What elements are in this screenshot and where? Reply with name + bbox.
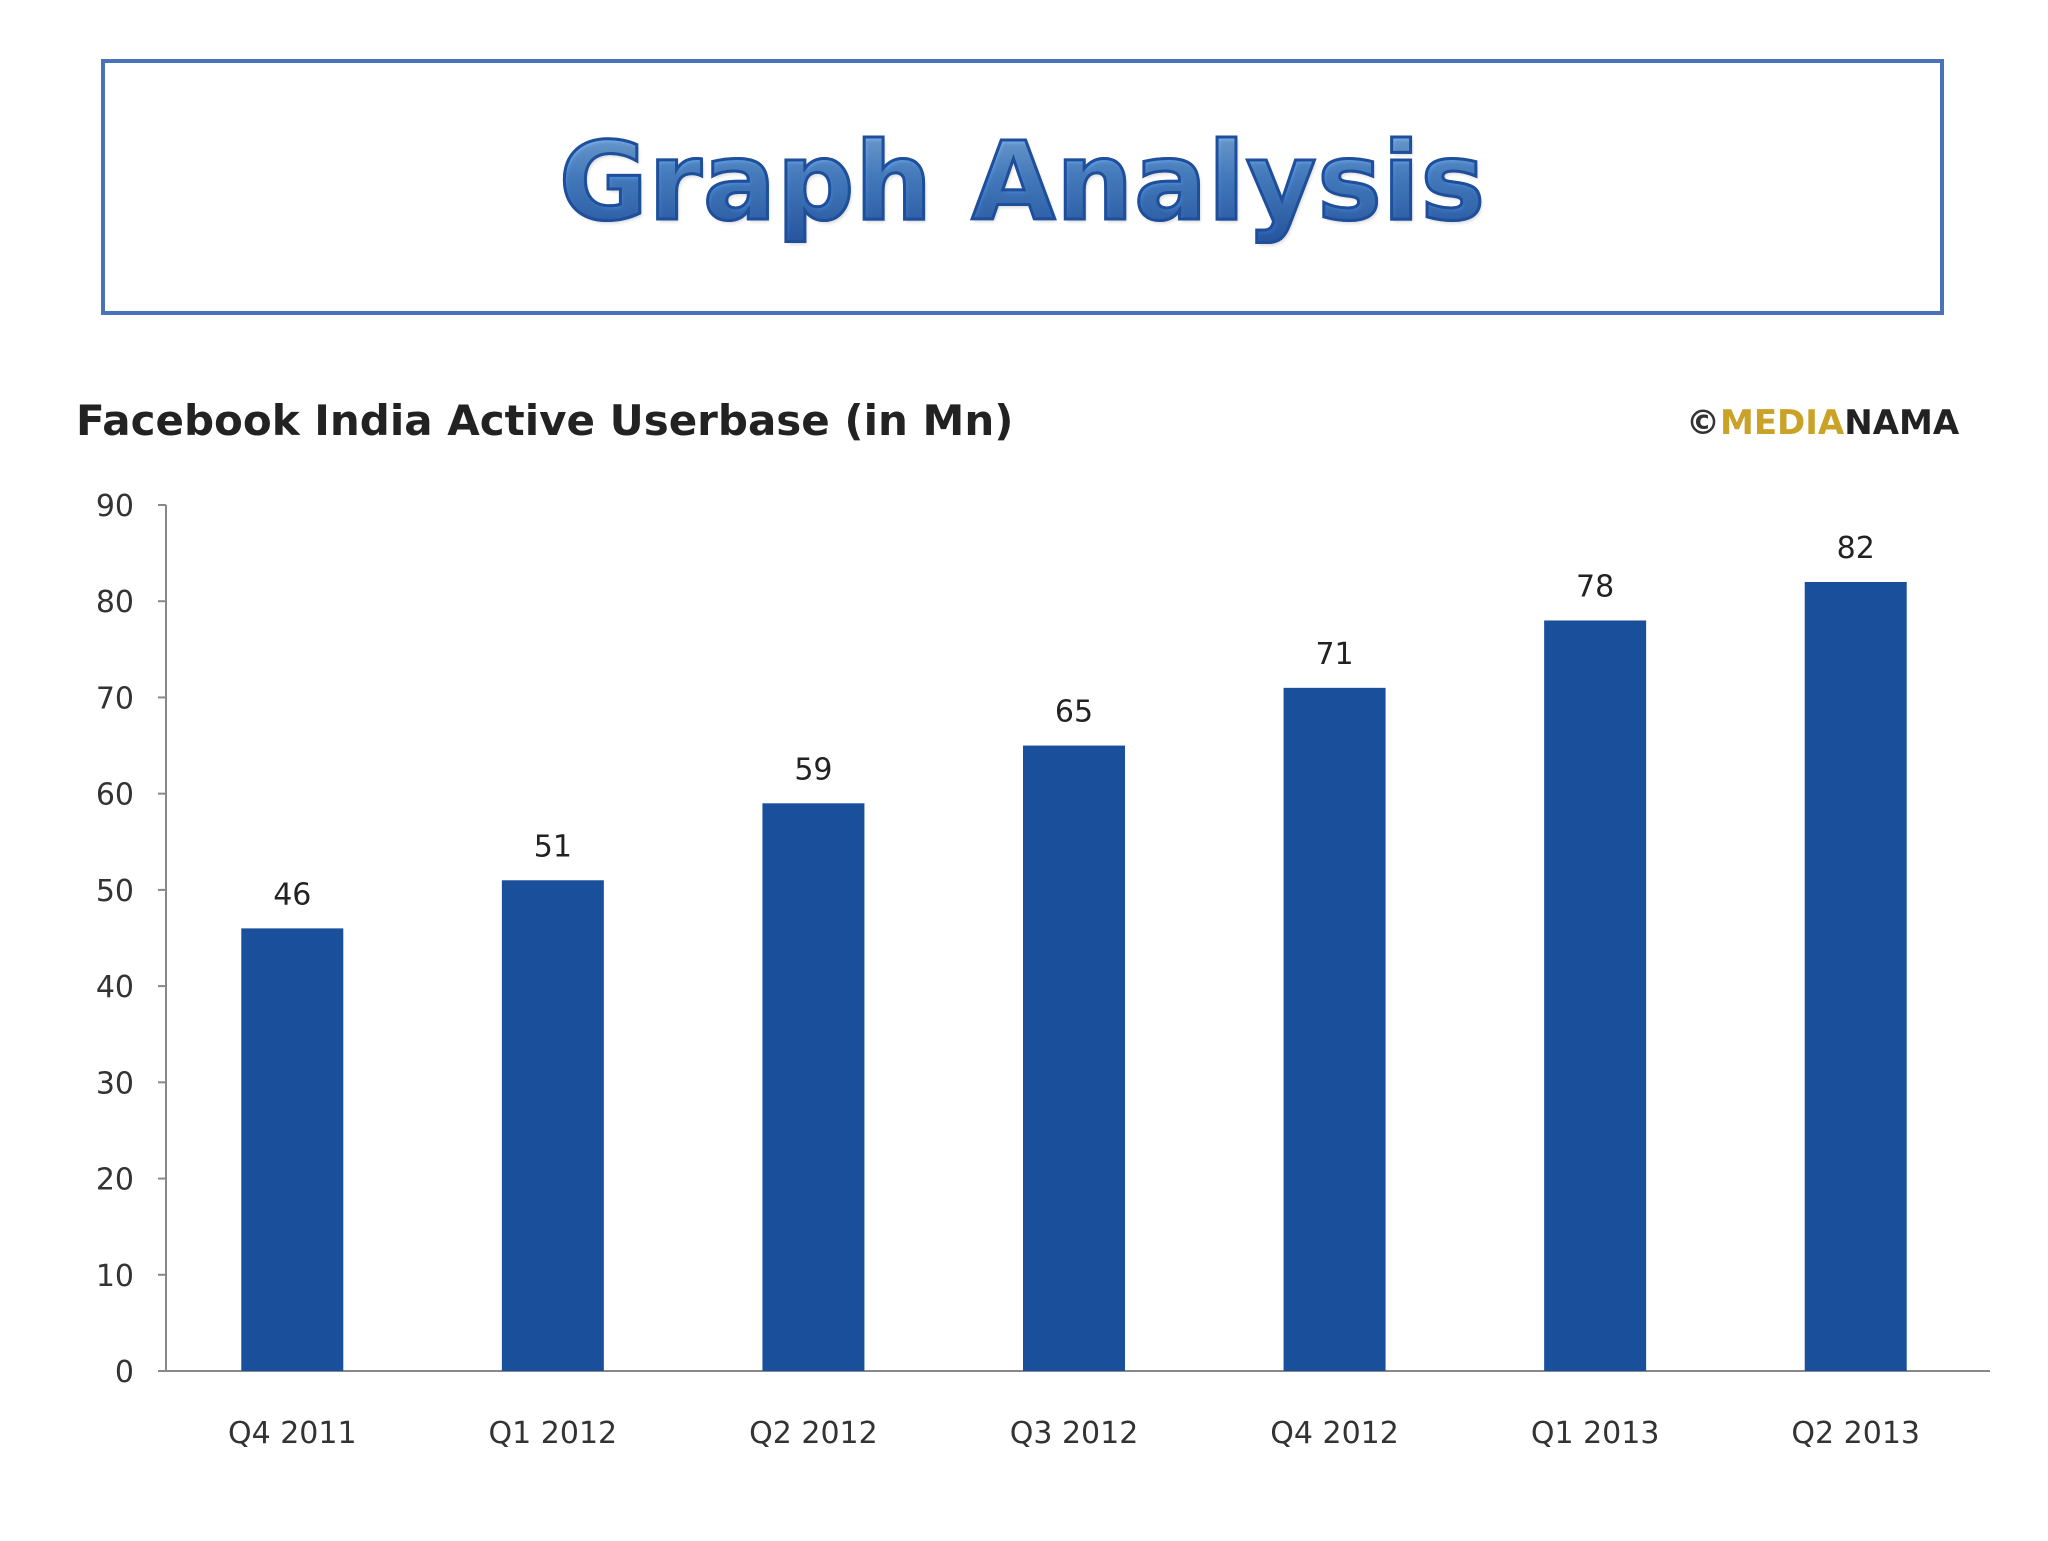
chart-title: Facebook India Active Userbase (in Mn) — [76, 396, 1013, 445]
bar-q4-2012 — [1283, 687, 1386, 1371]
bar-q4-2011 — [241, 928, 344, 1371]
x-tick-label: Q2 2012 — [749, 1416, 878, 1451]
chart-area: Facebook India Active Userbase (in Mn) ©… — [0, 360, 2048, 1536]
watermark: ©MEDIANAMA — [1686, 403, 1960, 443]
data-label: 71 — [1315, 637, 1353, 672]
watermark-nama: NAMA — [1844, 403, 1960, 443]
bar-q1-2013 — [1544, 620, 1647, 1371]
bar-q2-2012 — [762, 803, 865, 1371]
data-label: 51 — [534, 829, 572, 864]
x-tick-label: Q3 2012 — [1010, 1416, 1139, 1451]
bar-chart: Facebook India Active Userbase (in Mn) ©… — [76, 396, 1990, 1451]
bar-q3-2012 — [1023, 745, 1125, 1371]
x-tick-label: Q4 2012 — [1270, 1416, 1399, 1451]
y-tick-label: 70 — [96, 681, 134, 716]
x-tick-label: Q1 2013 — [1531, 1416, 1660, 1451]
bar-q1-2012 — [501, 880, 604, 1371]
data-label: 78 — [1576, 569, 1614, 604]
x-tick-label: Q4 2011 — [228, 1416, 357, 1451]
y-tick-label: 50 — [96, 874, 134, 909]
copyright-symbol: © — [1686, 403, 1720, 443]
watermark-media: MEDIA — [1720, 403, 1845, 443]
y-tick-label: 20 — [96, 1163, 134, 1198]
data-label: 65 — [1055, 695, 1093, 730]
y-tick-label: 10 — [96, 1259, 134, 1294]
y-tick-label: 30 — [96, 1066, 134, 1101]
y-tick-label: 40 — [96, 970, 134, 1005]
y-tick-label: 60 — [96, 778, 134, 813]
data-label: 59 — [794, 752, 832, 787]
chart-axes: 0 10 20 30 40 50 60 70 80 90 — [96, 489, 1990, 1390]
x-tick-label: Q1 2012 — [489, 1416, 618, 1451]
y-tick-label: 0 — [115, 1355, 134, 1390]
slide-title: Graph Analysis — [558, 118, 1487, 246]
y-tick-label: 90 — [96, 489, 134, 524]
bar-q2-2013 — [1804, 581, 1907, 1371]
data-label: 46 — [273, 877, 311, 912]
chart-bars — [241, 581, 1907, 1371]
chart-labels: 46 Q4 2011 51 Q1 2012 59 Q2 2012 65 Q3 2012 71 Q4… — [228, 531, 1920, 1451]
data-label: 82 — [1837, 531, 1875, 566]
y-tick-label: 80 — [96, 585, 134, 620]
x-tick-label: Q2 2013 — [1791, 1416, 1920, 1451]
title-box: Graph Analysis — [101, 59, 1944, 315]
